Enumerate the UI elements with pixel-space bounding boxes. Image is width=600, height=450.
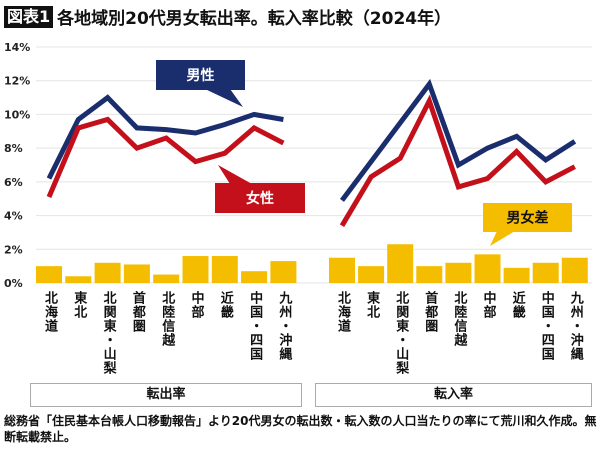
- chart-title: 図表1 各地域別20代男女転出率。転入率比較（2024年）: [4, 4, 451, 29]
- category-label: 首都圏: [129, 291, 145, 333]
- y-tick-label: 14%: [4, 41, 30, 54]
- female-callout-box: [215, 183, 305, 213]
- diff-bar: [65, 276, 92, 283]
- y-tick-label: 12%: [4, 75, 30, 88]
- category-label: 北関東・山梨: [393, 291, 409, 375]
- female-callout-pointer: [218, 165, 252, 184]
- diff-bar: [211, 256, 238, 283]
- y-tick-label: 0%: [4, 277, 23, 290]
- category-label: 北海道: [42, 291, 57, 333]
- male-callout-box: [156, 60, 245, 90]
- category-label: 近畿: [509, 291, 525, 319]
- diff-bar: [503, 267, 530, 283]
- diff-bar: [270, 261, 297, 283]
- title-text: 各地域別20代男女転出率。転入率比較（2024年）: [57, 9, 452, 29]
- diff-bar: [416, 266, 443, 283]
- group-label-inflow: 転入率: [315, 383, 592, 407]
- diff-bar: [358, 266, 385, 283]
- diff-bar: [445, 262, 472, 283]
- y-tick-label: 2%: [4, 243, 23, 256]
- category-label: 東北: [364, 291, 380, 319]
- category-label: 北関東・山梨: [100, 291, 116, 375]
- diff-bar: [561, 257, 588, 283]
- category-label: 九州・沖縄: [567, 291, 583, 361]
- category-label: 北陸信越: [451, 291, 467, 347]
- diff-bar: [532, 262, 559, 283]
- diff-callout-pointer: [490, 231, 515, 246]
- category-label: 近畿: [217, 291, 233, 319]
- category-label: 北陸信越: [159, 291, 175, 347]
- diff-bar: [474, 254, 501, 283]
- male-callout-pointer: [205, 89, 243, 107]
- diff-bar: [329, 257, 355, 283]
- y-tick-label: 6%: [4, 176, 23, 189]
- diff-bar: [153, 274, 180, 283]
- footnote: 総務省「住民基本台帳人口移動報告」より20代男女の転出数・転入数の人口当たりの率…: [4, 414, 597, 444]
- diff-bar: [94, 262, 121, 283]
- category-label: 東北: [71, 291, 87, 319]
- y-tick-label: 10%: [4, 108, 30, 121]
- female-callout-label: 女性: [246, 190, 274, 207]
- category-label: 首都圏: [422, 291, 438, 333]
- figure-tag: 図表1: [4, 5, 54, 28]
- category-label: 中部: [188, 291, 204, 319]
- category-label: 中国・四国: [247, 291, 263, 361]
- y-tick-label: 8%: [4, 142, 23, 155]
- category-label: 北海道: [335, 291, 350, 333]
- group-label-outflow: 転出率: [30, 383, 302, 407]
- diff-bar: [36, 266, 62, 283]
- diff-callout-label: 男女差: [507, 210, 549, 227]
- male-callout-label: 男性: [187, 67, 215, 84]
- category-label: 中国・四国: [538, 291, 554, 361]
- y-tick-label: 4%: [4, 210, 23, 223]
- diff-bar: [387, 244, 414, 283]
- diff-bar: [123, 264, 150, 283]
- diff-callout-box: [483, 203, 572, 232]
- diff-bar: [241, 271, 268, 283]
- category-label: 九州・沖縄: [276, 291, 292, 361]
- category-label: 中部: [480, 291, 496, 319]
- diff-bar: [182, 256, 209, 283]
